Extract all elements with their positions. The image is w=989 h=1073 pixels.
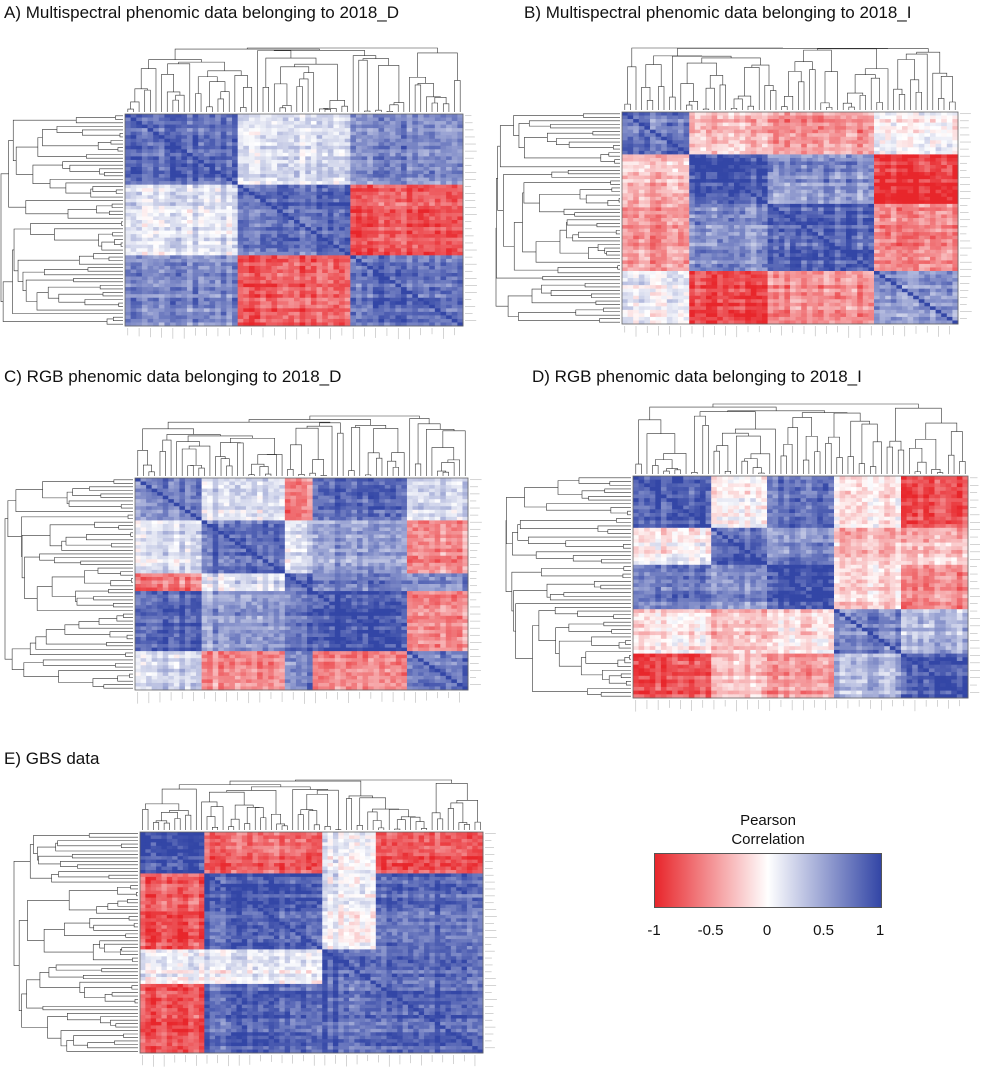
panel-a-svg [0, 47, 477, 340]
panel-b-matrix [622, 112, 959, 325]
legend-tick-label: -1 [647, 922, 661, 939]
panel-b-heatmap [494, 24, 984, 344]
panel-b-axis-labels [624, 113, 972, 338]
panel-c-column-dendrogram [137, 415, 466, 476]
panel-c-svg [4, 415, 482, 704]
panel-d-svg [505, 403, 980, 712]
panel-d-row-dendrogram [505, 477, 631, 697]
legend-title-line1: Pearson [740, 812, 796, 829]
panel-d-column-dendrogram [635, 403, 966, 474]
panel-b-title: B) Multispectral phenomic data belonging… [524, 3, 912, 22]
panel-a-heatmap [0, 24, 490, 344]
panel-c-title: C) RGB phenomic data belonging to 2018_D [4, 367, 342, 386]
panel-d-title: D) RGB phenomic data belonging to 2018_I [532, 367, 862, 386]
panel-b-row-dendrogram [495, 113, 620, 323]
panel-d-heatmap [500, 394, 980, 714]
legend-tick-label: 1 [875, 922, 885, 939]
panel-c-row-dendrogram [4, 479, 133, 689]
panel-c-heatmap [0, 386, 490, 706]
panel-e-column-dendrogram [142, 779, 481, 830]
panel-a-matrix [125, 114, 464, 327]
panel-b-svg [495, 47, 972, 338]
panel-a-column-dendrogram [127, 47, 461, 112]
legend-title: Pearson Correlation [700, 811, 836, 849]
panel-a-row-dendrogram [0, 115, 123, 325]
legend-tick-label: -0.5 [697, 922, 724, 939]
panel-e-matrix [140, 832, 484, 1054]
panel-a-title: A) Multispectral phenomic data belonging… [4, 3, 400, 22]
panel-d-matrix [633, 476, 969, 699]
panel-a-axis-labels [127, 115, 477, 340]
panel-b-column-dendrogram [624, 47, 956, 110]
panel-e-heatmap [6, 773, 498, 1069]
panel-e-svg [13, 779, 497, 1067]
panel-c-axis-labels [137, 479, 482, 704]
panel-e-title: E) GBS data [4, 749, 100, 768]
legend-tick-label: 0.5 [813, 922, 834, 939]
panel-d-axis-labels [635, 477, 980, 712]
panel-c-matrix [135, 478, 469, 691]
panel-e-axis-labels [142, 833, 497, 1067]
legend-colorbar [654, 853, 882, 908]
legend-title-line2: Correlation [731, 831, 805, 848]
panel-e-row-dendrogram [13, 833, 138, 1052]
legend-tick-label: 0 [762, 922, 772, 939]
